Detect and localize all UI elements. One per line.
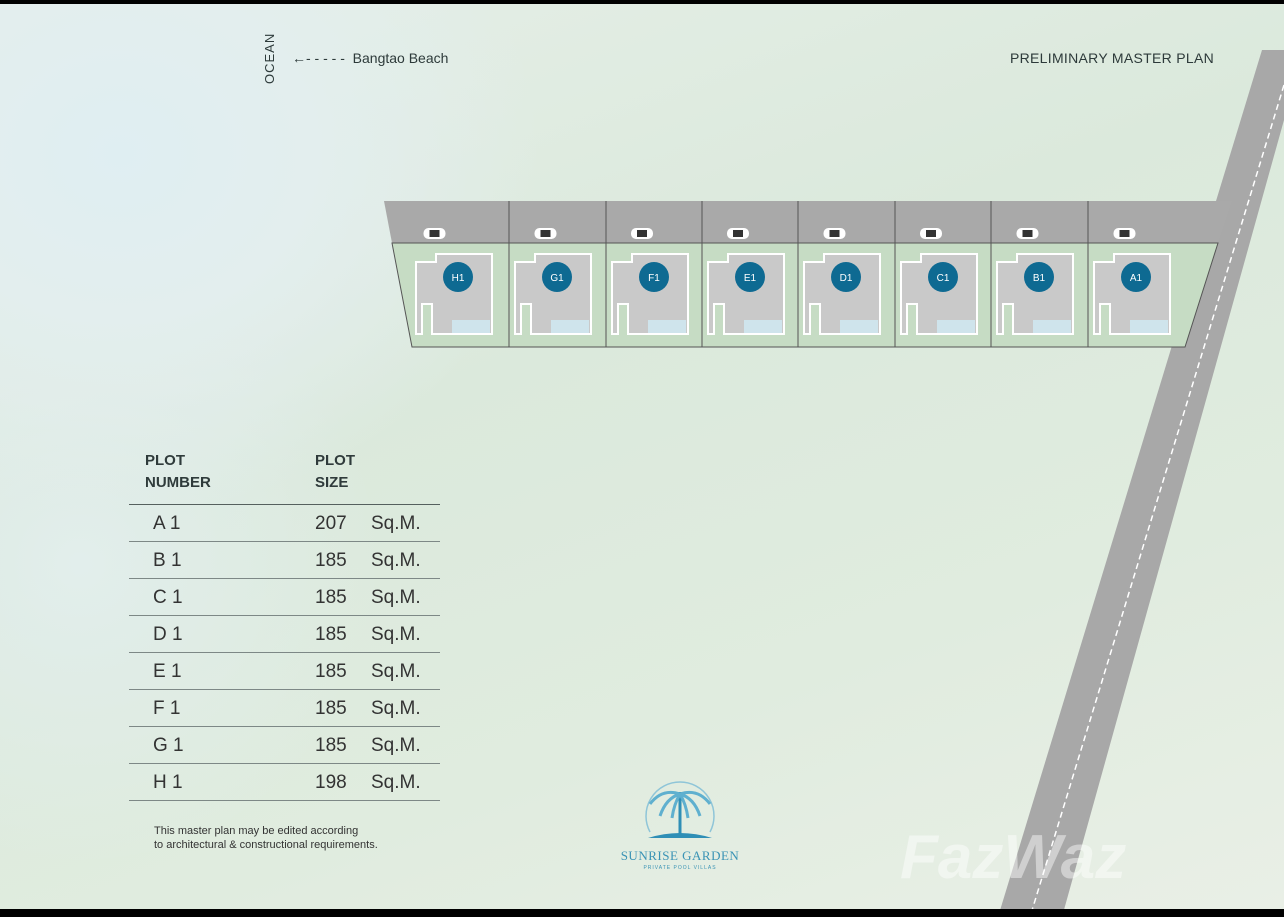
table-row: G 1 185 Sq.M.	[129, 727, 440, 764]
villa-footprint	[707, 253, 785, 335]
plot-number: F 1	[153, 698, 181, 719]
plot-A1[interactable]: A1	[1087, 201, 1171, 347]
plot-size: 185	[315, 624, 347, 645]
plot-H1[interactable]: H1	[415, 228, 493, 335]
plot-E1[interactable]: E1	[701, 201, 785, 347]
pool	[744, 320, 782, 333]
plot-size: 185	[315, 587, 347, 608]
disclaimer-note: This master plan may be edited according…	[154, 825, 378, 851]
plot-label: A1	[1130, 273, 1143, 284]
villa-footprint	[1093, 253, 1171, 335]
site-plan: H1 G1 F1 E1 D1 C1 B1 A1	[384, 50, 1284, 909]
car-window	[733, 230, 743, 237]
pool	[551, 320, 589, 333]
plot-unit: Sq.M.	[371, 698, 421, 719]
villa-footprint	[415, 253, 493, 335]
header-divider	[129, 504, 440, 505]
plot-badge	[639, 262, 669, 292]
car-window	[429, 230, 440, 237]
plot-label: G1	[550, 273, 564, 284]
table-row: E 1 185 Sq.M.	[129, 653, 440, 690]
plot-F1[interactable]: F1	[605, 201, 689, 347]
plot-unit: Sq.M.	[371, 550, 421, 571]
plot-unit: Sq.M.	[371, 772, 421, 793]
villa-footprint	[996, 253, 1074, 335]
logo-subtitle: PRIVATE POOL VILLAS	[643, 865, 717, 871]
plot-number: A 1	[153, 513, 181, 534]
pool	[1033, 320, 1071, 333]
plot-size: 198	[315, 772, 347, 793]
plot-unit: Sq.M.	[371, 624, 421, 645]
plot-label: E1	[744, 273, 757, 284]
plot-size: 185	[315, 550, 347, 571]
plot-label: H1	[452, 273, 465, 284]
villa-footprint	[900, 253, 978, 335]
access-road	[384, 201, 1232, 243]
pool	[1130, 320, 1168, 333]
watermark: FazWaz	[900, 823, 1127, 892]
plot-size: 207	[315, 513, 347, 534]
plot-badge	[542, 262, 572, 292]
plot-number: H 1	[153, 772, 183, 793]
col-header-plot-size: PLOT SIZE	[315, 452, 355, 491]
plot-badge	[735, 262, 765, 292]
car-window	[637, 230, 647, 237]
plot-number: C 1	[153, 587, 183, 608]
beach-label: ←- - - - - Bangtao Beach	[292, 50, 448, 66]
logo-name: SUNRISE GARDEN	[620, 848, 740, 863]
table-row: C 1 185 Sq.M.	[129, 579, 440, 616]
pool	[648, 320, 686, 333]
villa-footprint	[803, 253, 881, 335]
plot-unit: Sq.M.	[371, 513, 421, 534]
plot-B1[interactable]: B1	[990, 201, 1074, 347]
beach-name: Bangtao Beach	[352, 50, 449, 66]
pool	[452, 320, 490, 333]
plot-size: 185	[315, 735, 347, 756]
page-title: PRELIMINARY MASTER PLAN	[1010, 50, 1214, 66]
plot-number: E 1	[153, 661, 182, 682]
car-window	[829, 230, 840, 237]
pool	[937, 320, 975, 333]
plot-badge	[443, 262, 473, 292]
table-row: F 1 185 Sq.M.	[129, 690, 440, 727]
plot-badge	[928, 262, 958, 292]
plot-number: G 1	[153, 735, 184, 756]
plot-size: 185	[315, 661, 347, 682]
plot-unit: Sq.M.	[371, 587, 421, 608]
villa-footprint	[611, 253, 689, 335]
master-plan-canvas: OCEAN ←- - - - - Bangtao Beach PRELIMINA…	[0, 4, 1284, 909]
plot-unit: Sq.M.	[371, 735, 421, 756]
plot-number: D 1	[153, 624, 183, 645]
table-row: D 1 185 Sq.M.	[129, 616, 440, 653]
table-row: A 1 207 Sq.M.	[129, 505, 440, 542]
car-window	[926, 230, 936, 237]
table-row: H 1 198 Sq.M.	[129, 764, 440, 801]
road-centerline	[1031, 84, 1284, 909]
plot-label: C1	[937, 273, 950, 284]
car-window	[1119, 230, 1130, 237]
arrow-left-icon: ←- - - - -	[292, 50, 345, 66]
col-header-plot-number: PLOT NUMBER	[145, 452, 211, 491]
plot-badge	[1121, 262, 1151, 292]
plot-unit: Sq.M.	[371, 661, 421, 682]
plot-G1[interactable]: G1	[508, 201, 592, 347]
villa-footprint	[514, 253, 592, 335]
plot-badge	[1024, 262, 1054, 292]
plot-D1[interactable]: D1	[797, 201, 881, 347]
plot-label: F1	[648, 273, 660, 284]
plot-label: B1	[1033, 273, 1046, 284]
plot-badge	[831, 262, 861, 292]
table-row: B 1 185 Sq.M.	[129, 542, 440, 579]
palm-tree-logo-icon	[645, 781, 715, 838]
car-window	[1022, 230, 1033, 237]
plot-C1[interactable]: C1	[894, 201, 978, 347]
plot-number: B 1	[153, 550, 182, 571]
plot-size: 185	[315, 698, 347, 719]
main-road	[1000, 50, 1284, 909]
plot-label: D1	[840, 273, 853, 284]
pool	[840, 320, 878, 333]
car-window	[540, 230, 551, 237]
